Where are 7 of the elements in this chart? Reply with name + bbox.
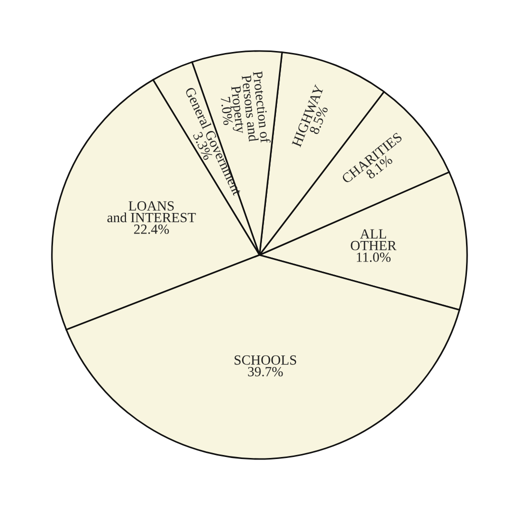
data-label: 11.0% <box>356 252 391 262</box>
slice-label: SCHOOLS <box>234 355 296 365</box>
data-label: 7.0% <box>220 96 233 126</box>
slice-label: LOANS and INTEREST <box>107 201 196 222</box>
slice-label: ALL OTHER <box>350 229 396 250</box>
data-label: 22.4% <box>134 224 169 234</box>
data-label: 39.7% <box>248 366 283 376</box>
